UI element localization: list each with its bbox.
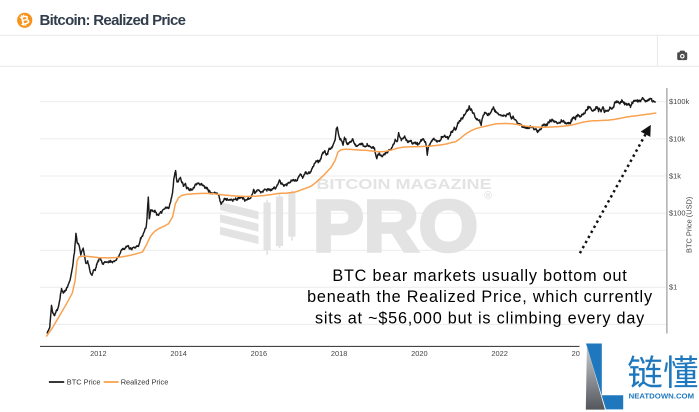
svg-text:2018: 2018 [331, 349, 347, 358]
svg-text:BITCOIN MAGAZINE: BITCOIN MAGAZINE [316, 177, 492, 193]
svg-text:2014: 2014 [170, 349, 186, 358]
svg-text:$10k: $10k [669, 134, 685, 143]
svg-text:sits at ~$56,000 but is climbi: sits at ~$56,000 but is climbing every d… [315, 310, 645, 328]
svg-text:2012: 2012 [90, 349, 106, 358]
svg-text:2016: 2016 [251, 349, 267, 358]
svg-text:2020: 2020 [411, 349, 427, 358]
svg-text:BTC Price: BTC Price [67, 378, 101, 387]
svg-text:Realized Price: Realized Price [121, 378, 169, 387]
svg-text:BTC Price (USD): BTC Price (USD) [685, 197, 694, 253]
svg-text:$1: $1 [669, 283, 677, 292]
svg-text:$100k: $100k [669, 97, 689, 106]
svg-text:PRO: PRO [313, 187, 478, 267]
svg-text:₿: ₿ [18, 12, 31, 28]
svg-text:$100: $100 [669, 209, 685, 218]
svg-text:BTC bear markets usually botto: BTC bear markets usually bottom out [332, 267, 627, 285]
svg-text:Bitcoin: Realized Price: Bitcoin: Realized Price [40, 12, 187, 29]
svg-text:®: ® [484, 190, 492, 202]
svg-text:NEATDOWN.COM: NEATDOWN.COM [629, 392, 695, 401]
svg-text:beneath the Realized Price, wh: beneath the Realized Price, which curren… [307, 288, 653, 306]
svg-text:2022: 2022 [491, 349, 507, 358]
svg-text:$1k: $1k [669, 171, 681, 180]
